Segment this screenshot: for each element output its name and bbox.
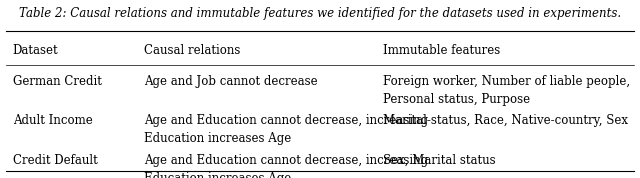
Text: Dataset: Dataset	[13, 44, 58, 57]
Text: Age and Job cannot decrease: Age and Job cannot decrease	[145, 75, 318, 88]
Text: Adult Income: Adult Income	[13, 114, 92, 127]
Text: Marital-status, Race, Native-country, Sex: Marital-status, Race, Native-country, Se…	[383, 114, 628, 127]
Text: Causal relations: Causal relations	[145, 44, 241, 57]
Text: German Credit: German Credit	[13, 75, 102, 88]
Text: Sex, Marital status: Sex, Marital status	[383, 154, 495, 167]
Text: Age and Education cannot decrease, increasing
Education increases Age: Age and Education cannot decrease, incre…	[145, 114, 429, 145]
Text: Age and Education cannot decrease, increasing
Education increases Age: Age and Education cannot decrease, incre…	[145, 154, 429, 178]
Text: Table 2: Causal relations and immutable features we identified for the datasets : Table 2: Causal relations and immutable …	[19, 7, 621, 20]
Text: Credit Default: Credit Default	[13, 154, 97, 167]
Text: Immutable features: Immutable features	[383, 44, 500, 57]
Text: Foreign worker, Number of liable people,
Personal status, Purpose: Foreign worker, Number of liable people,…	[383, 75, 630, 106]
